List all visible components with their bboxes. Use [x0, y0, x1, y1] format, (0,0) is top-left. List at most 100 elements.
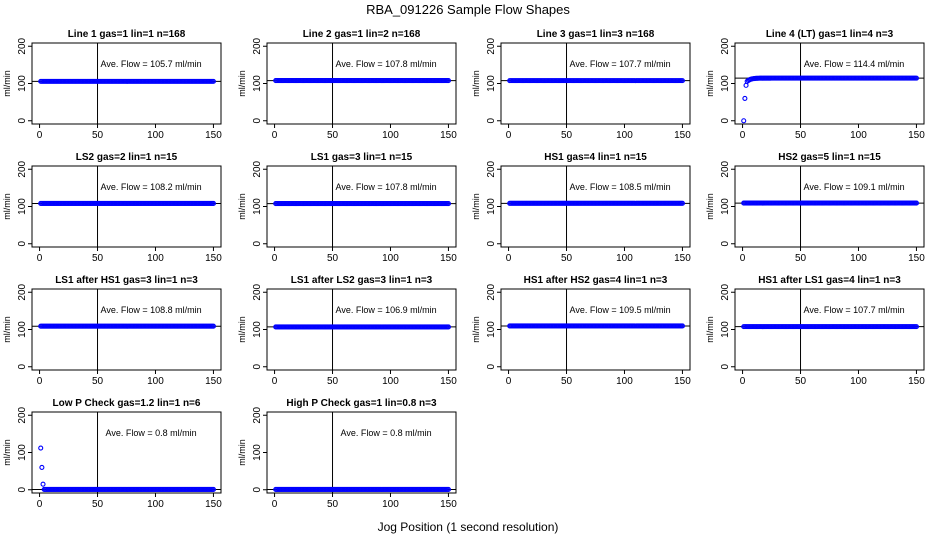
y-tick-label: 100	[720, 321, 731, 338]
x-tick-label: 50	[561, 253, 573, 264]
x-tick-label: 100	[616, 376, 633, 387]
x-tick-label: 100	[382, 253, 399, 264]
x-tick-label: 0	[506, 376, 512, 387]
data-points	[273, 324, 451, 330]
data-point	[445, 201, 451, 207]
x-tick-label: 50	[795, 376, 807, 387]
x-tick-label: 0	[37, 499, 43, 510]
y-tick-label: 100	[17, 444, 28, 461]
panel-6: LS1 gas=3 lin=1 n=15 0 50 100 150 0 100 200 ml/m…	[237, 152, 457, 264]
y-tick-label: 200	[17, 37, 28, 54]
average-annotation: Ave. Flow = 107.7 ml/min	[569, 59, 670, 69]
x-tick-label: 150	[440, 253, 457, 264]
average-annotation: Ave. Flow = 108.2 ml/min	[100, 182, 201, 192]
x-tick-label: 0	[506, 253, 512, 264]
figure-title: RBA_091226 Sample Flow Shapes	[366, 2, 570, 17]
data-point	[679, 200, 685, 206]
y-tick-label: 200	[252, 160, 263, 177]
x-tick-label: 100	[850, 253, 867, 264]
x-tick-label: 50	[561, 376, 573, 387]
y-tick-label: 0	[486, 241, 497, 247]
y-tick-label: 200	[486, 160, 497, 177]
plot-frame	[266, 165, 457, 248]
x-tick-label: 100	[147, 253, 164, 264]
y-tick-label: 200	[17, 283, 28, 300]
y-tick-label: 0	[17, 241, 28, 247]
data-point	[39, 464, 45, 470]
average-annotation: Ave. Flow = 0.8 ml/min	[341, 428, 432, 438]
average-annotation: Ave. Flow = 109.1 ml/min	[803, 182, 904, 192]
x-tick-label: 0	[272, 130, 278, 141]
x-axis-label: Jog Position (1 second resolution)	[378, 520, 559, 534]
plot-frame	[734, 165, 925, 248]
panel-1: Line 1 gas=1 lin=1 n=168 0 50 100 150 0 100 200…	[2, 29, 222, 141]
plot-frame	[500, 288, 691, 371]
y-axis-label: ml/min	[471, 70, 481, 97]
data-points	[741, 324, 919, 330]
panel-title: Line 3 gas=1 lin=3 n=168	[537, 29, 655, 40]
x-tick-label: 50	[327, 376, 339, 387]
panel-title: HS1 after HS2 gas=4 lin=1 n=3	[524, 275, 668, 286]
data-points	[273, 201, 451, 207]
x-tick-label: 0	[740, 253, 746, 264]
x-tick-label: 100	[850, 130, 867, 141]
y-tick-label: 0	[720, 118, 731, 124]
panel-13: Low P Check gas=1.2 lin=1 n=6 0 50 100 150 0 1…	[2, 398, 222, 510]
y-tick-label: 0	[17, 487, 28, 493]
x-tick-label: 100	[616, 253, 633, 264]
y-tick-label: 200	[17, 406, 28, 423]
average-annotation: Ave. Flow = 114.4 ml/min	[804, 59, 904, 69]
y-tick-label: 100	[17, 321, 28, 338]
average-annotation: Ave. Flow = 105.7 ml/min	[100, 59, 201, 69]
data-point	[679, 78, 685, 84]
x-tick-label: 50	[795, 253, 807, 264]
panel-10: LS1 after LS2 gas=3 lin=1 n=3 0 50 100 150 0 1…	[237, 275, 457, 387]
y-axis-label: ml/min	[471, 316, 481, 343]
x-tick-label: 100	[147, 376, 164, 387]
plot-frame	[500, 165, 691, 248]
y-tick-label: 200	[720, 37, 731, 54]
y-tick-label: 100	[17, 75, 28, 92]
plot-frame	[734, 42, 925, 125]
panel-title: LS1 after HS1 gas=3 lin=1 n=3	[55, 275, 198, 286]
panel-title: LS1 after LS2 gas=3 lin=1 n=3	[291, 275, 433, 286]
y-axis-label: ml/min	[237, 439, 247, 466]
y-tick-label: 200	[720, 283, 731, 300]
y-tick-label: 0	[252, 241, 263, 247]
panel-7: HS1 gas=4 lin=1 n=15 0 50 100 150 0 100 200 ml/m…	[471, 152, 691, 264]
x-tick-label: 150	[908, 130, 925, 141]
panel-title: Line 1 gas=1 lin=1 n=168	[68, 29, 186, 40]
data-points	[507, 78, 685, 84]
x-tick-label: 100	[850, 376, 867, 387]
y-tick-label: 0	[486, 118, 497, 124]
x-tick-label: 150	[205, 253, 222, 264]
y-axis-label: ml/min	[237, 193, 247, 220]
x-tick-label: 0	[37, 376, 43, 387]
y-tick-label: 200	[720, 160, 731, 177]
x-tick-label: 100	[147, 130, 164, 141]
x-tick-label: 50	[92, 253, 104, 264]
panel-3: Line 3 gas=1 lin=3 n=168 0 50 100 150 0 100 200…	[471, 29, 691, 141]
x-tick-label: 150	[674, 253, 691, 264]
x-tick-label: 100	[382, 130, 399, 141]
data-points	[273, 486, 451, 493]
data-point	[445, 486, 451, 493]
y-tick-label: 100	[252, 444, 263, 461]
x-tick-label: 50	[327, 499, 339, 510]
x-tick-label: 150	[440, 130, 457, 141]
y-axis-label: ml/min	[2, 193, 12, 220]
x-tick-label: 150	[205, 376, 222, 387]
plot-frame	[31, 165, 222, 248]
x-tick-label: 100	[616, 130, 633, 141]
y-axis-label: ml/min	[705, 316, 715, 343]
data-point	[741, 118, 747, 124]
panel-title: LS2 gas=2 lin=1 n=15	[76, 152, 178, 163]
data-point	[913, 324, 919, 330]
plot-frame	[31, 411, 222, 494]
y-tick-label: 200	[486, 283, 497, 300]
y-tick-label: 200	[252, 406, 263, 423]
data-points	[741, 200, 919, 206]
data-points	[507, 200, 685, 206]
data-points	[741, 75, 919, 124]
